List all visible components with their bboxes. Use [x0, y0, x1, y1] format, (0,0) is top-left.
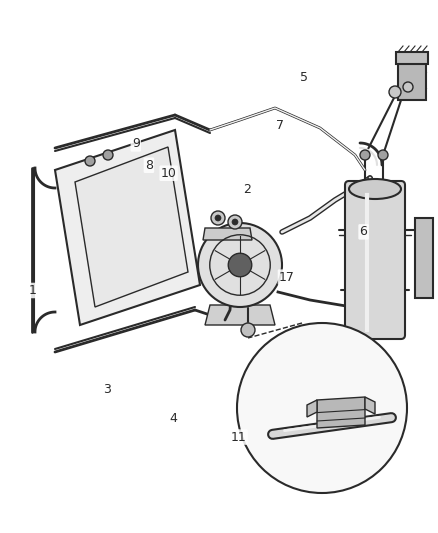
Text: 2: 2	[244, 183, 251, 196]
Circle shape	[237, 323, 407, 493]
Bar	[398, 60, 426, 100]
Polygon shape	[205, 305, 275, 325]
Text: 7: 7	[276, 119, 284, 132]
Text: 9: 9	[132, 138, 140, 150]
Polygon shape	[365, 397, 375, 414]
Polygon shape	[307, 400, 317, 417]
Text: 6: 6	[360, 225, 367, 238]
Circle shape	[389, 86, 401, 98]
FancyBboxPatch shape	[345, 181, 405, 339]
Polygon shape	[55, 130, 200, 325]
Polygon shape	[75, 147, 188, 307]
Text: 11: 11	[231, 431, 247, 443]
Text: 3: 3	[103, 383, 111, 395]
Circle shape	[228, 215, 242, 229]
Circle shape	[211, 211, 225, 225]
Polygon shape	[203, 228, 252, 240]
Text: 8: 8	[145, 159, 153, 172]
Text: 17: 17	[279, 271, 295, 284]
Circle shape	[228, 253, 252, 277]
Circle shape	[198, 223, 282, 307]
Circle shape	[378, 150, 388, 160]
Circle shape	[232, 219, 238, 225]
Circle shape	[403, 82, 413, 92]
Text: 4: 4	[169, 412, 177, 425]
Circle shape	[241, 323, 255, 337]
Polygon shape	[317, 397, 365, 428]
Circle shape	[85, 156, 95, 166]
Circle shape	[103, 150, 113, 160]
Ellipse shape	[349, 179, 401, 199]
Text: 10: 10	[161, 167, 177, 180]
Bar	[396, 52, 428, 64]
Text: 5: 5	[300, 71, 308, 84]
Circle shape	[360, 150, 370, 160]
Text: 1: 1	[29, 284, 37, 297]
Circle shape	[215, 215, 221, 221]
Bar	[415, 218, 433, 298]
